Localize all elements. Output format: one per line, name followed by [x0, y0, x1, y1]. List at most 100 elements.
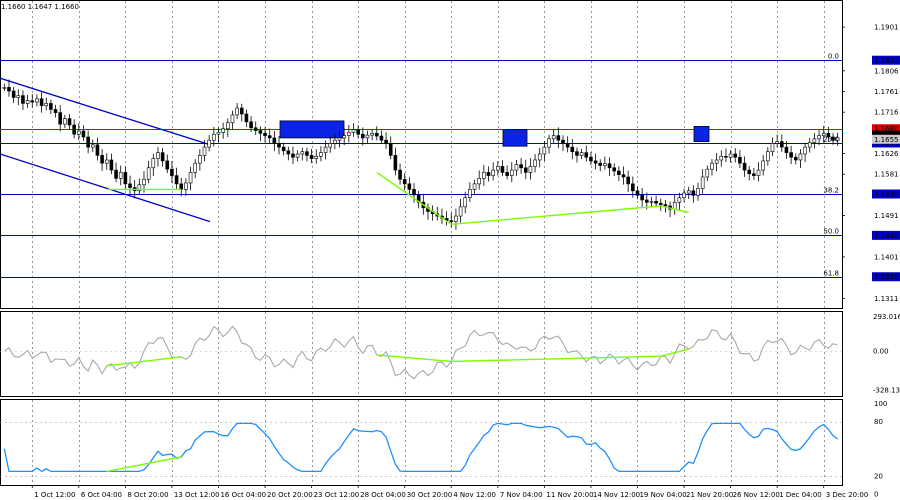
candle-body — [216, 132, 221, 135]
candle-body — [365, 134, 370, 139]
candle-body — [235, 107, 239, 116]
candle-body — [100, 155, 104, 164]
fib-price-label: 1.1538 — [874, 190, 899, 198]
candle-body — [53, 109, 58, 113]
fib-price-label-box — [872, 230, 900, 240]
candle-body — [370, 133, 374, 136]
candle-body — [710, 162, 714, 170]
candle-body — [361, 133, 365, 139]
candle-body — [752, 173, 756, 176]
candle-body — [603, 163, 607, 166]
candle-body — [314, 155, 319, 159]
candle-body — [221, 128, 225, 133]
candle-body — [7, 87, 11, 92]
candle-body — [477, 178, 481, 185]
candle-body — [156, 152, 160, 159]
price-tick-label: 1.1581 — [874, 171, 899, 179]
candle-body — [174, 175, 179, 185]
candle-body — [714, 159, 719, 164]
candle-body — [337, 137, 342, 141]
candle-body — [225, 122, 230, 130]
candle-body — [621, 174, 626, 178]
candle-body — [784, 146, 789, 153]
candle-body — [491, 169, 495, 176]
cci-line — [3, 325, 838, 380]
prev-price-label-box — [872, 134, 900, 144]
candle-body — [575, 151, 579, 156]
candle-body — [90, 144, 95, 148]
candle-body — [263, 133, 267, 136]
candle-body — [533, 159, 537, 167]
time-label: 7 Nov 04:00 — [500, 491, 543, 499]
candle-body — [579, 152, 584, 156]
price-divergence-lines — [106, 171, 689, 226]
candle-body — [300, 151, 305, 155]
time-label: 28 Oct 04:00 — [360, 491, 406, 499]
cci-divergence-line — [451, 355, 661, 363]
candle-body — [626, 176, 630, 185]
candle-body — [831, 136, 835, 141]
divergence-line — [660, 205, 689, 214]
candle-body — [388, 143, 393, 156]
candle-body — [137, 184, 142, 192]
time-label: 20 Oct 20:00 — [267, 491, 313, 499]
candle-body — [496, 166, 500, 171]
red-level-price-label-box — [872, 124, 900, 134]
cci-divergence-line — [376, 354, 452, 363]
candle-body — [747, 169, 752, 175]
cci-divergence-line — [106, 356, 182, 367]
candle-body — [118, 172, 123, 179]
candle-body — [323, 146, 328, 153]
time-label: 19 Nov 04:00 — [639, 491, 686, 499]
rsi-divergence-line — [106, 456, 182, 473]
channel-lower — [0, 153, 211, 223]
candle-body — [305, 151, 309, 156]
fib-label: 38.2 — [823, 187, 839, 195]
prev-price-label: 1.1655 — [874, 136, 899, 144]
cci-indicator — [0, 325, 842, 380]
candle-body — [58, 112, 62, 125]
candle-body — [556, 135, 561, 141]
descending-channel — [0, 77, 211, 223]
fib-price-label-box — [872, 55, 900, 65]
candle-body — [393, 155, 398, 171]
candle-body — [39, 98, 44, 107]
candle-body — [128, 183, 132, 188]
cci-tick-label: -328.131 — [873, 386, 900, 394]
time-label: 1 Dec 04:00 — [779, 491, 822, 499]
fib-label: 50.0 — [823, 228, 839, 236]
candle-body — [547, 138, 551, 148]
candle-body — [519, 164, 523, 169]
pane-frames — [0, 0, 843, 486]
candle-body — [617, 170, 621, 175]
candle-body — [165, 160, 170, 170]
candle-body — [351, 129, 356, 133]
fib-label: 0.0 — [828, 53, 839, 61]
time-axis: 1 Oct 12:00 6 Oct 04:00 8 Oct 20:00 13 Oct … — [31, 485, 868, 499]
candle-body — [151, 158, 156, 169]
time-label: 30 Oct 20:00 — [407, 491, 453, 499]
candle-body — [35, 98, 39, 103]
candle-body — [188, 172, 193, 184]
candle-body — [458, 206, 463, 217]
price-tick-label: 1.1761 — [874, 88, 899, 96]
candle-body — [81, 130, 86, 138]
candle-body — [146, 167, 151, 180]
candle-body — [202, 146, 207, 156]
candle-body — [356, 129, 360, 135]
price-tick-label: 1.1716 — [874, 109, 899, 117]
candle-body — [319, 152, 323, 157]
pane-frame-2 — [0, 399, 843, 486]
candle-body — [379, 135, 384, 141]
candle-body — [342, 135, 346, 139]
candle-body — [644, 199, 649, 203]
divergence-line — [376, 171, 452, 225]
candle-body — [528, 166, 533, 173]
candle-body — [123, 172, 128, 185]
candle-body — [16, 95, 21, 98]
candle-body — [561, 139, 565, 144]
candle-body — [658, 202, 663, 205]
candle-body — [258, 130, 263, 134]
rsi-tick-label: 20 — [874, 472, 883, 480]
